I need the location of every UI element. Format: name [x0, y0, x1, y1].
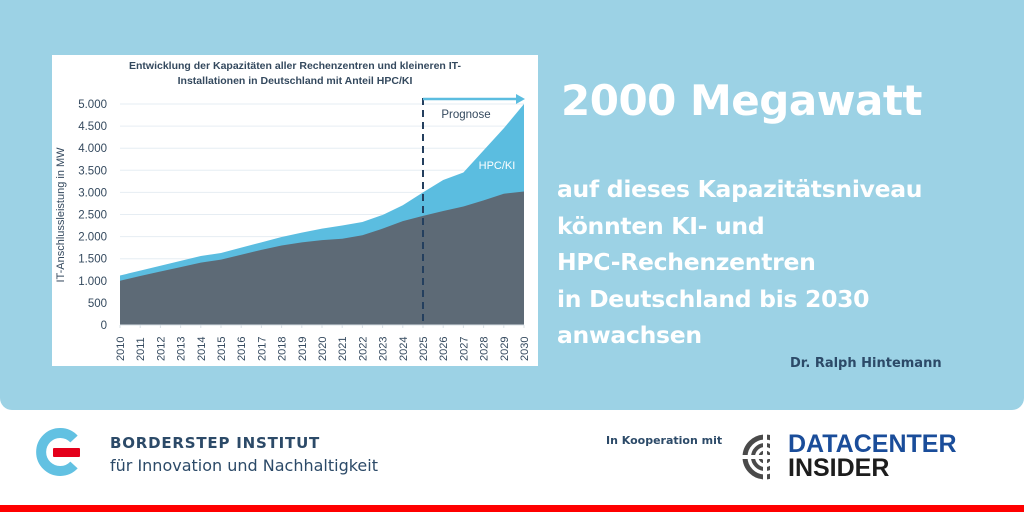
arrow-head-icon [516, 94, 525, 104]
partner-name-line-1: DATACENTER [788, 430, 957, 458]
subtext-line-2: könnten KI- und [557, 211, 765, 240]
y-tick-label: 3.500 [78, 165, 107, 177]
y-tick-label: 5.000 [78, 99, 107, 111]
institute-subtitle: für Innovation und Nachhaltigkeit [110, 456, 378, 475]
y-tick-label: 4.000 [78, 143, 107, 155]
headline: 2000 Megawatt [561, 76, 923, 125]
x-tick-label: 2013 [176, 337, 188, 361]
y-tick-label: 500 [88, 298, 107, 310]
x-tick-label: 2028 [479, 337, 491, 361]
subtext-line-4: in Deutschland bis 2030 [557, 284, 870, 313]
y-tick-label: 2.500 [78, 210, 107, 222]
y-tick-label: 4.500 [78, 121, 107, 133]
chart-title-line-2: Installationen in Deutschland mit Anteil… [177, 75, 413, 87]
x-tick-label: 2019 [297, 337, 309, 361]
x-tick-label: 2016 [236, 337, 248, 361]
y-tick-label: 2.000 [78, 232, 107, 244]
borderstep-logo-icon [36, 428, 80, 476]
y-axis-ticks: 0 500 1.000 1.500 2.000 2.500 3.000 3.500 4.000 4… [78, 99, 107, 332]
subtext: auf dieses Kapazitätsniveau könnten KI- … [557, 171, 997, 354]
subtext-line-3: HPC-Rechenzentren [557, 248, 816, 276]
x-tick-label: 2015 [216, 337, 228, 361]
y-tick-label: 1.500 [78, 254, 107, 266]
x-tick-label: 2014 [196, 337, 208, 361]
chart-title: Entwicklung der Kapazitäten aller Rechen… [52, 59, 538, 89]
x-tick-label: 2017 [256, 337, 268, 361]
x-tick-label: 2027 [458, 337, 470, 361]
x-tick-label: 2012 [155, 337, 167, 361]
cooperation-label: In Kooperation mit [606, 434, 723, 447]
y-tick-label: 0 [101, 320, 107, 332]
author-name: Dr. Ralph Hintemann [790, 356, 942, 371]
subtext-line-1: auf dieses Kapazitätsniveau [557, 175, 923, 203]
x-tick-label: 2025 [418, 337, 430, 361]
y-axis-label: IT-Anschlussleistung in MW [55, 147, 67, 283]
footer-red-bar [0, 505, 1024, 512]
x-tick-label: 2010 [115, 337, 127, 361]
y-tick-label: 3.000 [78, 187, 107, 199]
x-tick-label: 2022 [357, 337, 369, 361]
prognose-label: Prognose [441, 109, 490, 121]
x-tick-label: 2018 [277, 337, 289, 361]
x-tick-label: 2011 [135, 337, 147, 361]
chart-title-line-1: Entwicklung der Kapazitäten aller Rechen… [129, 60, 461, 72]
datacenter-insider-target-icon [742, 432, 790, 482]
subtext-line-5: anwachsen [557, 321, 702, 349]
hpc-ki-label: HPC/KI [479, 160, 516, 172]
y-tick-label: 1.000 [78, 276, 107, 288]
partner-name-line-2: INSIDER [788, 454, 890, 482]
x-tick-label: 2030 [519, 337, 531, 361]
x-axis-ticks: 2010 2011 2012 2013 2014 2015 2016 2017 2018 2019… [115, 325, 531, 361]
x-tick-label: 2024 [398, 337, 410, 361]
x-tick-label: 2023 [378, 337, 390, 361]
x-tick-label: 2020 [317, 337, 329, 361]
institute-name: BORDERSTEP INSTITUT [110, 434, 321, 452]
chart-annotations: Prognose HPC/KI [422, 94, 525, 325]
x-tick-label: 2026 [438, 337, 450, 361]
area-chart: 0 500 1.000 1.500 2.000 2.500 3.000 3.500 4.000 4… [55, 94, 531, 361]
x-tick-label: 2029 [499, 337, 511, 361]
x-tick-label: 2021 [337, 337, 349, 361]
